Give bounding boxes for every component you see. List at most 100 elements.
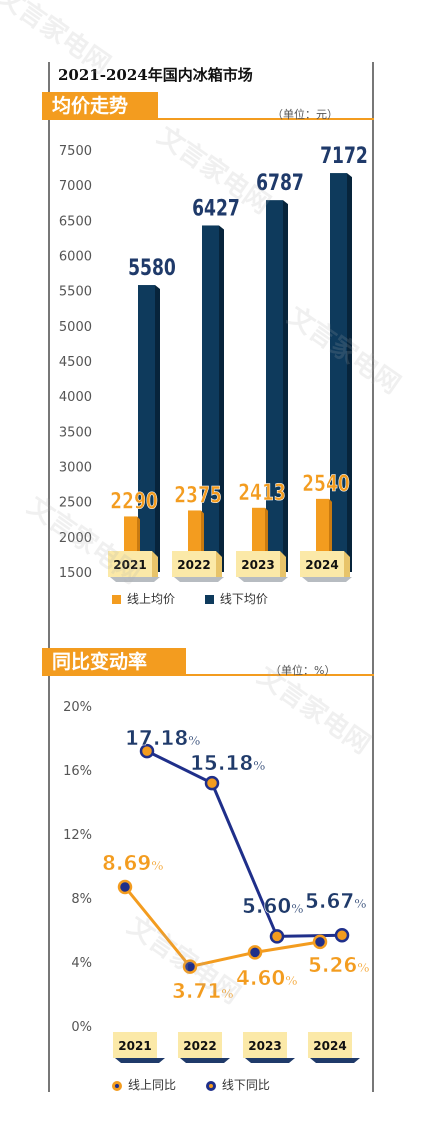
y-tick-label: 6000 (59, 250, 92, 265)
value-number: 8.69 (102, 851, 151, 875)
bar-offline (330, 173, 347, 572)
x-category-label: 2024 (313, 1039, 346, 1053)
value-percent-sign: % (285, 974, 297, 988)
x-category-label: 2022 (177, 558, 210, 572)
page-title: 2021-2024年国内冰箱市场 (58, 66, 253, 84)
year-tag-bg (108, 551, 152, 577)
legend-offline-price: 线下均价 (204, 590, 268, 607)
legend-offline-yoy: 线下同比 (205, 1076, 270, 1093)
y-tick-label: 6500 (59, 214, 92, 229)
series-online-value-label: 4.60% (236, 966, 297, 990)
y-tick-label: 4500 (59, 355, 92, 370)
bar-offline (202, 225, 219, 573)
legend-offline-yoy-dot (205, 1080, 216, 1091)
year-tag-bg (178, 1032, 222, 1058)
value-percent-sign: % (188, 734, 200, 748)
value-percent-sign: % (253, 759, 265, 773)
series-offline-value-label: 15.18% (190, 751, 265, 775)
value-percent-sign: % (221, 987, 233, 1001)
series-online-value-label: 5.26% (308, 953, 369, 977)
frame-right-line (372, 62, 374, 1092)
value-percent-sign: % (291, 902, 303, 916)
y-tick-label: 8% (71, 892, 92, 907)
y-tick-label: 0% (71, 1020, 92, 1035)
year-tag-side (344, 551, 350, 577)
year-tag-shadow (238, 577, 288, 582)
year-tag-bg (236, 551, 280, 577)
series-online-point (182, 959, 198, 974)
x-category-label: 2021 (118, 1039, 151, 1053)
legend-offline-price-label: 线下均价 (219, 592, 268, 606)
value-percent-sign: % (354, 897, 366, 911)
y-tick-label: 2000 (59, 531, 92, 546)
year-tag-shadow (115, 1058, 165, 1063)
series-online-point (312, 934, 328, 950)
value-number: 5.60 (242, 894, 291, 918)
year-tag-shadow (245, 1058, 295, 1063)
section-banner-price: 均价走势 (42, 92, 158, 120)
value-number: 3.71 (172, 979, 221, 1003)
x-category-label: 2023 (248, 1039, 281, 1053)
bar-offline-value-label: 6427 (192, 195, 240, 221)
y-tick-label: 7000 (59, 179, 92, 194)
bar-offline (138, 285, 155, 572)
series-online-point (117, 879, 133, 895)
y-tick-label: 12% (63, 828, 92, 843)
y-tick-label: 1500 (59, 566, 92, 581)
price-legend: 线上均价 线下均价 (112, 590, 294, 607)
year-tag-bg (300, 551, 344, 577)
legend-offline-yoy-label: 线下同比 (221, 1078, 270, 1092)
value-number: 5.26 (308, 953, 357, 977)
bar-offline-side (347, 173, 352, 572)
value-number: 17.18 (125, 726, 188, 750)
price-bar-chart: 1500 2000 2500 3000 3500 4000 4500 5000 5500 6000… (59, 143, 368, 582)
bar-offline-value-label: 6787 (256, 170, 304, 196)
y-tick-label: 3000 (59, 461, 92, 476)
bar-online-value-label: 2413 (238, 480, 286, 506)
section-banner-yoy: 同比变动率 (42, 648, 186, 676)
y-tick-label: 5000 (59, 320, 92, 335)
series-offline-point (204, 775, 220, 791)
y-tick-label: 20% (63, 700, 92, 715)
bar-offline-side (219, 225, 224, 573)
year-tag-side (216, 551, 222, 577)
value-number: 5.67 (305, 889, 354, 913)
legend-offline-swatch (204, 595, 214, 604)
y-tick-label: 2500 (59, 496, 92, 511)
banner-rule-price (158, 118, 374, 120)
series-offline-point (334, 928, 350, 943)
legend-online-swatch (112, 595, 121, 604)
unit-note-yoy: （单位：%） (270, 664, 336, 677)
y-tick-label: 7500 (59, 144, 92, 159)
y-tick-label: 16% (63, 764, 92, 779)
series-online-value-label: 3.71% (172, 979, 233, 1003)
legend-online-yoy-dot (112, 1080, 122, 1091)
section-title-yoy: 同比变动率 (52, 651, 148, 673)
x-category-label: 2024 (305, 558, 338, 572)
year-tag-bg (243, 1032, 287, 1058)
year-tag-bg (113, 1032, 157, 1058)
x-category-label: 2023 (241, 558, 274, 572)
year-tag-shadow (302, 577, 352, 582)
x-category-label: 2022 (183, 1039, 216, 1053)
value-percent-sign: % (357, 961, 369, 975)
series-online-point (247, 945, 263, 960)
bar-online-value-label: 2375 (174, 482, 222, 508)
year-tag-side (280, 551, 286, 577)
series-online-line (123, 886, 321, 969)
year-tag-bg (308, 1032, 352, 1058)
legend-online-price: 线上均价 (112, 590, 175, 607)
yoy-legend: 线上同比 线下同比 (112, 1076, 296, 1093)
y-tick-label: 5500 (59, 285, 92, 300)
series-offline-value-label: 5.60% (242, 894, 303, 918)
series-offline-value-label: 5.67% (305, 889, 366, 913)
year-tag-shadow (174, 577, 224, 582)
legend-online-price-label: 线上均价 (127, 592, 176, 606)
bar-offline-side (155, 285, 160, 572)
bar-online-value-label: 2540 (302, 471, 350, 497)
x-category-label: 2021 (113, 558, 146, 572)
year-tag-bg (172, 551, 216, 577)
year-tag-shadow (110, 577, 160, 582)
series-offline-point (139, 743, 155, 759)
